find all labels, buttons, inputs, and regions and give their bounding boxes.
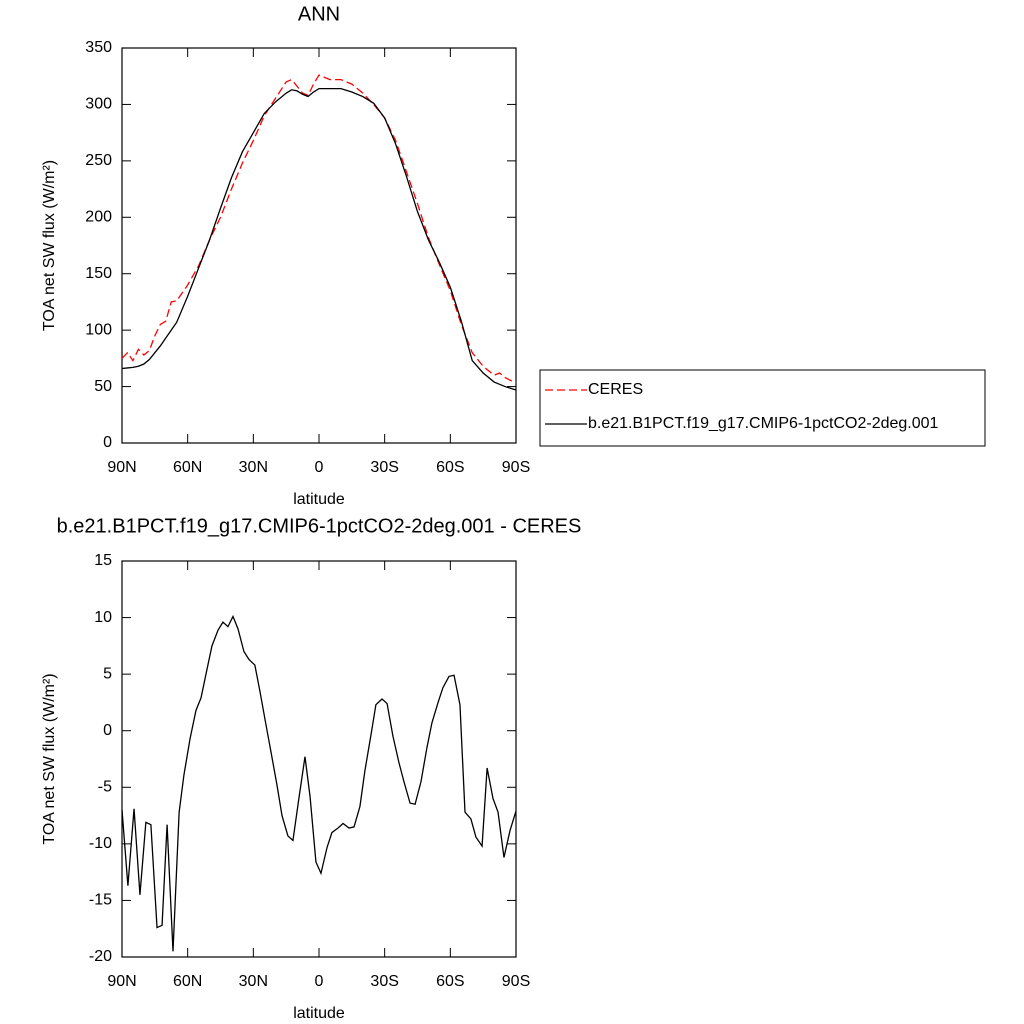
x-tick-label: 60S <box>436 973 464 990</box>
y-tick-label: 5 <box>103 665 112 682</box>
y-tick-label: 250 <box>85 152 112 169</box>
y-axis-label: TOA net SW flux (W/m²) <box>41 673 58 844</box>
y-tick-label: 50 <box>94 378 112 395</box>
legend-box <box>539 369 986 447</box>
y-tick-label: 350 <box>85 39 112 56</box>
y-tick-label: 150 <box>85 265 112 282</box>
y-tick-label: 15 <box>94 552 112 569</box>
x-tick-label: 0 <box>315 973 324 990</box>
plot-frame <box>121 47 517 444</box>
plot-frame <box>121 560 517 958</box>
data-line <box>121 74 517 384</box>
x-tick-label: 30N <box>239 459 268 476</box>
y-tick-label: 300 <box>85 96 112 113</box>
data-line <box>121 87 517 391</box>
x-tick-label: 30S <box>370 459 398 476</box>
x-tick-label: 0 <box>315 459 324 476</box>
legend-label: CERES <box>588 381 643 398</box>
legend-label: b.e21.B1PCT.f19_g17.CMIP6-1pctCO2-2deg.0… <box>588 415 939 432</box>
chart-title: b.e21.B1PCT.f19_g17.CMIP6-1pctCO2-2deg.0… <box>57 515 582 537</box>
y-tick-label: 10 <box>94 609 112 626</box>
y-tick-label: 200 <box>85 209 112 226</box>
x-tick-label: 90S <box>502 973 530 990</box>
chart-title: ANN <box>298 3 340 25</box>
y-tick-label: -15 <box>89 892 112 909</box>
y-tick-label: 0 <box>103 434 112 451</box>
x-axis-label: latitude <box>293 1005 345 1022</box>
x-tick-label: 30N <box>239 973 268 990</box>
x-tick-label: 90N <box>107 973 136 990</box>
y-tick-label: -10 <box>89 835 112 852</box>
x-tick-label: 90S <box>502 459 530 476</box>
x-tick-label: 90N <box>107 459 136 476</box>
y-tick-label: -20 <box>89 948 112 965</box>
x-tick-label: 60N <box>173 973 202 990</box>
data-line <box>121 614 517 952</box>
y-tick-label: 100 <box>85 321 112 338</box>
x-tick-label: 60S <box>436 459 464 476</box>
y-tick-label: 0 <box>103 722 112 739</box>
x-tick-label: 30S <box>370 973 398 990</box>
x-tick-label: 60N <box>173 459 202 476</box>
x-axis-label: latitude <box>293 491 345 508</box>
y-axis-label: TOA net SW flux (W/m²) <box>41 160 58 331</box>
y-tick-label: -5 <box>98 779 112 796</box>
